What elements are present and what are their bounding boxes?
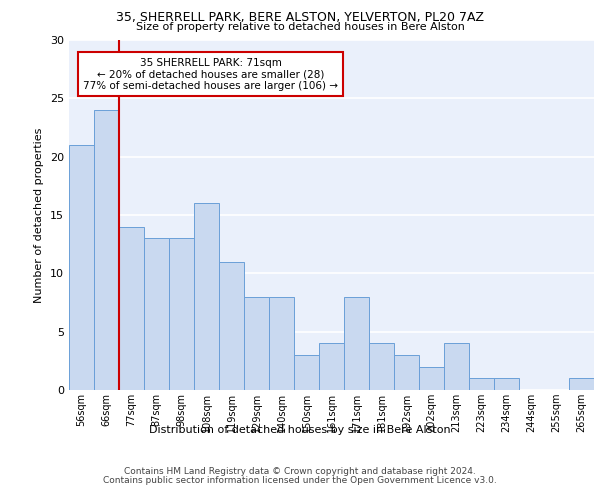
Bar bbox=[269, 296, 294, 390]
Bar bbox=[569, 378, 594, 390]
Text: Contains public sector information licensed under the Open Government Licence v3: Contains public sector information licen… bbox=[103, 476, 497, 485]
Y-axis label: Number of detached properties: Number of detached properties bbox=[34, 128, 44, 302]
Bar bbox=[444, 344, 469, 390]
Bar bbox=[469, 378, 494, 390]
Bar bbox=[394, 355, 419, 390]
Bar bbox=[369, 344, 394, 390]
Bar bbox=[169, 238, 194, 390]
Text: Distribution of detached houses by size in Bere Alston: Distribution of detached houses by size … bbox=[149, 425, 451, 435]
Bar bbox=[419, 366, 444, 390]
Bar bbox=[294, 355, 319, 390]
Bar bbox=[119, 226, 144, 390]
Bar bbox=[344, 296, 369, 390]
Text: 35, SHERRELL PARK, BERE ALSTON, YELVERTON, PL20 7AZ: 35, SHERRELL PARK, BERE ALSTON, YELVERTO… bbox=[116, 11, 484, 24]
Bar bbox=[194, 204, 219, 390]
Bar bbox=[244, 296, 269, 390]
Bar bbox=[319, 344, 344, 390]
Text: Contains HM Land Registry data © Crown copyright and database right 2024.: Contains HM Land Registry data © Crown c… bbox=[124, 467, 476, 476]
Bar bbox=[219, 262, 244, 390]
Text: 35 SHERRELL PARK: 71sqm
← 20% of detached houses are smaller (28)
77% of semi-de: 35 SHERRELL PARK: 71sqm ← 20% of detache… bbox=[83, 58, 338, 90]
Bar bbox=[144, 238, 169, 390]
Bar bbox=[494, 378, 519, 390]
Bar bbox=[69, 145, 94, 390]
Bar bbox=[94, 110, 119, 390]
Text: Size of property relative to detached houses in Bere Alston: Size of property relative to detached ho… bbox=[136, 22, 464, 32]
